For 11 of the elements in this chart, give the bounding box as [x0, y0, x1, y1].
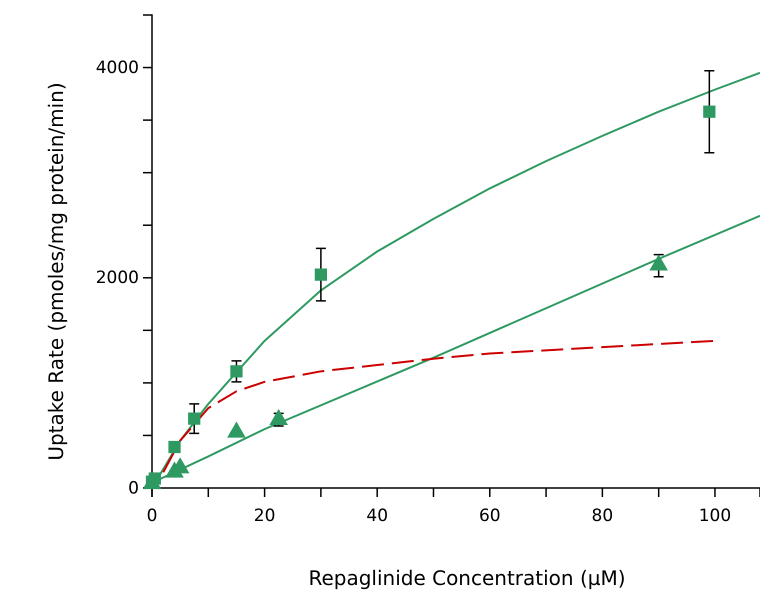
x-tick-label: 80	[592, 506, 614, 526]
x-tick-label: 40	[366, 506, 388, 526]
x-tick-label: 100	[698, 506, 732, 526]
x-tick-label: 60	[478, 506, 501, 526]
x-axis-title: Repaglinide Concentration (µM)	[308, 566, 626, 590]
y-axis-title: Uptake Rate (pmoles/mg protein/min)	[44, 82, 68, 461]
y-tick-label: 0	[128, 478, 139, 498]
x-tick-label: 0	[146, 506, 158, 526]
y-tick-label: 4000	[96, 58, 139, 78]
y-tick-label: 2000	[96, 268, 139, 288]
x-tick-label: 20	[254, 506, 276, 526]
